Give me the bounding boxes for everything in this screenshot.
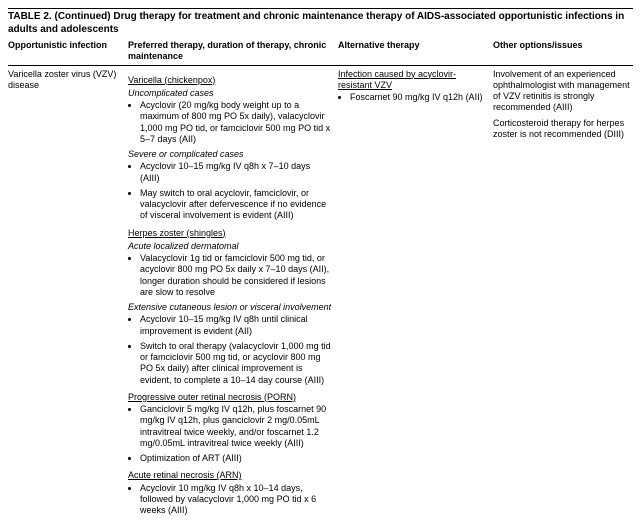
list-item: May switch to oral acyclovir, famciclovi… (140, 188, 332, 222)
list-item: Optimization of ART (AIII) (140, 453, 332, 464)
subhead-acute-localized: Acute localized dermatomal (128, 241, 332, 252)
subhead-severe: Severe or complicated cases (128, 149, 332, 160)
list: Foscarnet 90 mg/kg IV q12h (AII) (338, 92, 487, 103)
list-item: Switch to oral therapy (valacyclovir 1,0… (140, 341, 332, 386)
other-note: Involvement of an experienced ophthalmol… (493, 69, 633, 114)
list-item: Valacyclovir 1g tid or famciclovir 500 m… (140, 253, 332, 298)
cell-other: Involvement of an experienced ophthalmol… (493, 69, 633, 145)
section-porn: Progressive outer retinal necrosis (PORN… (128, 392, 332, 403)
section-arn: Acute retinal necrosis (ARN) (128, 470, 332, 481)
section-resistant-vzv: Infection caused by acyclovir-resistant … (338, 69, 487, 92)
header-infection: Opportunistic infection (8, 40, 128, 63)
subhead-extensive: Extensive cutaneous lesion or visceral i… (128, 302, 332, 313)
list-item: Acyclovir 10 mg/kg IV q8h x 10–14 days, … (140, 483, 332, 517)
list: Acyclovir 10 mg/kg IV q8h x 10–14 days, … (128, 483, 332, 517)
header-alternative: Alternative therapy (338, 40, 493, 63)
list-item: Acyclovir (20 mg/kg body weight up to a … (140, 100, 332, 145)
table-row: Varicella zoster virus (VZV) disease Var… (8, 69, 633, 521)
list-item: Ganciclovir 5 mg/kg IV q12h, plus foscar… (140, 404, 332, 449)
cell-preferred: Varicella (chickenpox) Uncomplicated cas… (128, 69, 338, 521)
cell-alternative: Infection caused by acyclovir-resistant … (338, 69, 493, 108)
other-note: Corticosteroid therapy for herpes zoster… (493, 118, 633, 141)
table-title: TABLE 2. (Continued) Drug therapy for tr… (8, 8, 633, 36)
list: Ganciclovir 5 mg/kg IV q12h, plus foscar… (128, 404, 332, 464)
list: Acyclovir (20 mg/kg body weight up to a … (128, 100, 332, 145)
list: Acyclovir 10–15 mg/kg IV q8h x 7–10 days… (128, 161, 332, 221)
table-header-row: Opportunistic infection Preferred therap… (8, 40, 633, 66)
header-other: Other options/issues (493, 40, 633, 63)
list-item: Acyclovir 10–15 mg/kg IV q8h x 7–10 days… (140, 161, 332, 184)
section-varicella: Varicella (chickenpox) (128, 75, 332, 86)
list: Valacyclovir 1g tid or famciclovir 500 m… (128, 253, 332, 298)
cell-infection: Varicella zoster virus (VZV) disease (8, 69, 128, 92)
list-item: Foscarnet 90 mg/kg IV q12h (AII) (350, 92, 487, 103)
list: Acyclovir 10–15 mg/kg IV q8h until clini… (128, 314, 332, 386)
list-item: Acyclovir 10–15 mg/kg IV q8h until clini… (140, 314, 332, 337)
subhead-uncomplicated: Uncomplicated cases (128, 88, 332, 99)
section-herpes-zoster: Herpes zoster (shingles) (128, 228, 332, 239)
header-preferred: Preferred therapy, duration of therapy, … (128, 40, 338, 63)
